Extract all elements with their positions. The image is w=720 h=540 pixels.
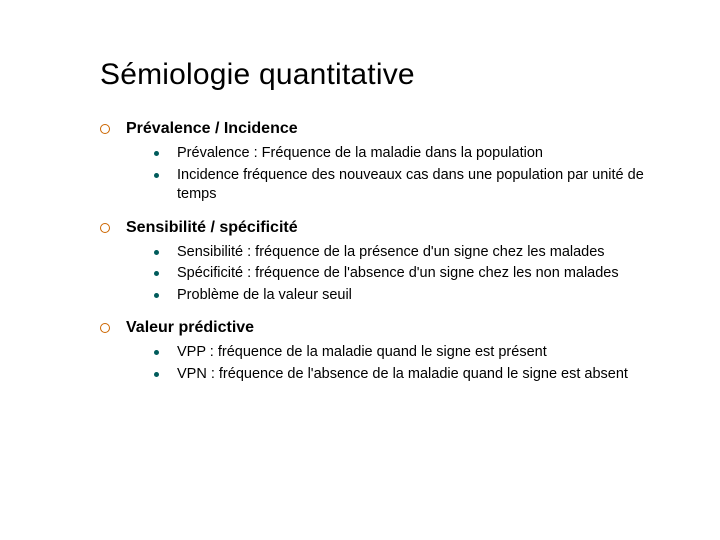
- slide: Sémiologie quantitative Prévalence / Inc…: [0, 0, 720, 540]
- section-sensibilite-specificite: Sensibilité / spécificité Sensibilité : …: [100, 219, 660, 306]
- sub-text: Problème de la valeur seuil: [177, 286, 352, 306]
- sub-list: VPP : fréquence de la maladie quand le s…: [154, 343, 660, 384]
- sub-text: Incidence fréquence des nouveaux cas dan…: [177, 166, 660, 205]
- circle-bullet-icon: [100, 223, 110, 233]
- dot-bullet-icon: [154, 271, 159, 276]
- sub-list: Sensibilité : fréquence de la présence d…: [154, 243, 660, 306]
- sub-text: Spécificité : fréquence de l'absence d'u…: [177, 264, 619, 284]
- section-head: Valeur prédictive: [100, 319, 660, 337]
- dot-bullet-icon: [154, 372, 159, 377]
- circle-bullet-icon: [100, 124, 110, 134]
- section-prevalence-incidence: Prévalence / Incidence Prévalence : Fréq…: [100, 120, 660, 205]
- sub-text: Prévalence : Fréquence de la maladie dan…: [177, 144, 543, 164]
- section-label: Prévalence / Incidence: [126, 120, 298, 138]
- list-item: VPN : fréquence de l'absence de la malad…: [154, 365, 660, 385]
- dot-bullet-icon: [154, 173, 159, 178]
- list-item: VPP : fréquence de la maladie quand le s…: [154, 343, 660, 363]
- list-item: Prévalence : Fréquence de la maladie dan…: [154, 144, 660, 164]
- slide-title: Sémiologie quantitative: [100, 58, 660, 92]
- section-label: Valeur prédictive: [126, 319, 254, 337]
- sub-text: VPN : fréquence de l'absence de la malad…: [177, 365, 628, 385]
- list-item: Sensibilité : fréquence de la présence d…: [154, 243, 660, 263]
- dot-bullet-icon: [154, 350, 159, 355]
- circle-bullet-icon: [100, 323, 110, 333]
- sub-list: Prévalence : Fréquence de la maladie dan…: [154, 144, 660, 205]
- section-label: Sensibilité / spécificité: [126, 219, 298, 237]
- section-head: Prévalence / Incidence: [100, 120, 660, 138]
- dot-bullet-icon: [154, 151, 159, 156]
- section-valeur-predictive: Valeur prédictive VPP : fréquence de la …: [100, 319, 660, 384]
- list-item: Incidence fréquence des nouveaux cas dan…: [154, 166, 660, 205]
- section-head: Sensibilité / spécificité: [100, 219, 660, 237]
- sub-text: Sensibilité : fréquence de la présence d…: [177, 243, 605, 263]
- list-item: Spécificité : fréquence de l'absence d'u…: [154, 264, 660, 284]
- sub-text: VPP : fréquence de la maladie quand le s…: [177, 343, 547, 363]
- dot-bullet-icon: [154, 250, 159, 255]
- list-item: Problème de la valeur seuil: [154, 286, 660, 306]
- dot-bullet-icon: [154, 293, 159, 298]
